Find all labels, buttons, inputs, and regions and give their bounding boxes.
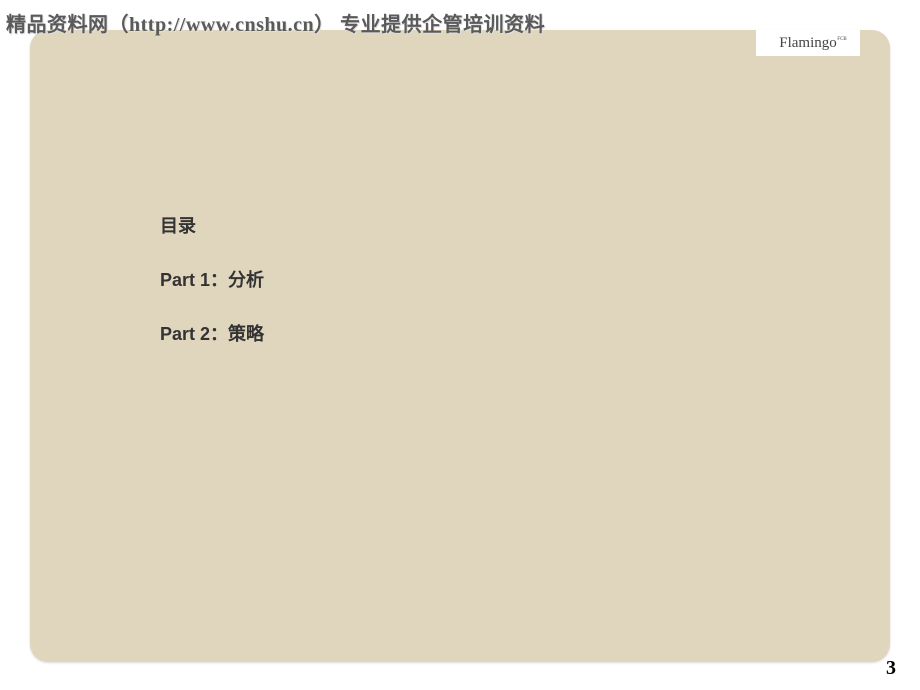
- logo-superscript: FCB: [837, 37, 846, 42]
- toc-title: 目录: [160, 212, 264, 238]
- toc-item-1-desc: 分析: [228, 270, 264, 290]
- logo-text: Flamingo FCB: [779, 35, 837, 52]
- logo-box: Flamingo FCB: [756, 30, 860, 56]
- logo-main: Flamingo: [779, 35, 837, 51]
- toc-item-1-label: Part 1：: [160, 270, 228, 290]
- toc-content: 目录 Part 1：分析 Part 2：策略: [160, 212, 264, 374]
- watermark-text: 精品资料网（http://www.cnshu.cn） 专业提供企管培训资料: [6, 8, 545, 37]
- toc-item-1: Part 1：分析: [160, 266, 264, 292]
- slide-container: Flamingo FCB 目录 Part 1：分析 Part 2：策略: [30, 30, 890, 662]
- toc-item-2-desc: 策略: [228, 324, 264, 344]
- toc-item-2: Part 2：策略: [160, 320, 264, 346]
- toc-item-2-label: Part 2：: [160, 324, 228, 344]
- page-number: 3: [886, 657, 896, 680]
